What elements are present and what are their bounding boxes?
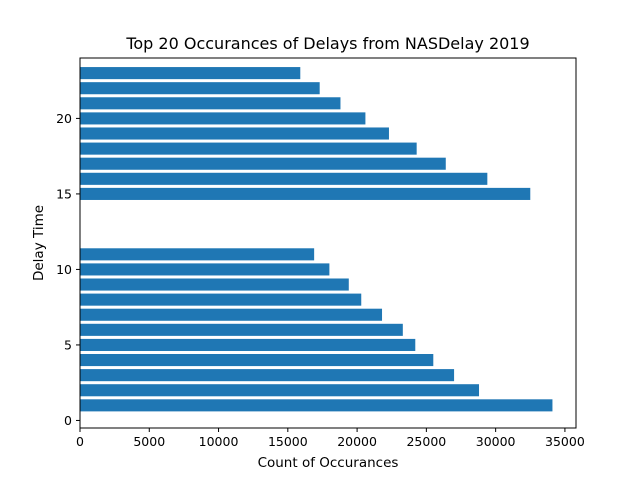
chart-title: Top 20 Occurances of Delays from NASDela… [125, 34, 529, 53]
y-tick-label: 15 [56, 186, 72, 201]
x-tick-label: 10000 [199, 434, 239, 449]
bar-7 [80, 308, 383, 321]
y-axis-ticks: 0 5 10 15 20 [56, 111, 80, 428]
y-tick-label: 0 [64, 413, 72, 428]
bar-1 [80, 399, 553, 412]
bar-5 [80, 338, 416, 351]
bar-2 [80, 384, 480, 397]
bar-21 [80, 97, 341, 110]
bar-4 [80, 354, 434, 367]
bar-17 [80, 157, 446, 170]
x-tick-label: 35000 [545, 434, 585, 449]
x-axis-ticks: 0 5000 10000 15000 20000 25000 30000 35000 [76, 428, 585, 449]
y-tick-label: 5 [64, 337, 72, 352]
x-tick-label: 15000 [268, 434, 308, 449]
x-tick-label: 30000 [476, 434, 516, 449]
plot-frame [79, 57, 577, 429]
x-tick-label: 5000 [133, 434, 165, 449]
x-tick-label: 20000 [337, 434, 377, 449]
bar-10 [80, 263, 330, 276]
x-axis-label: Count of Occurances [258, 455, 399, 471]
x-tick-label: 25000 [406, 434, 446, 449]
y-axis-label: Delay Time [31, 205, 47, 281]
bar-23 [80, 67, 301, 80]
x-tick-label: 0 [76, 434, 84, 449]
bar-8 [80, 293, 362, 306]
bar-16 [80, 172, 488, 185]
bar-22 [80, 82, 320, 95]
bar-18 [80, 142, 417, 155]
bar-6 [80, 323, 403, 336]
bar-15 [80, 187, 531, 200]
bar-3 [80, 369, 455, 382]
bars [80, 67, 553, 412]
y-tick-label: 10 [56, 262, 72, 277]
y-tick-label: 20 [56, 111, 72, 126]
bar-9 [80, 278, 349, 291]
bar-19 [80, 127, 389, 140]
bar-11 [80, 248, 315, 261]
bar-20 [80, 112, 366, 125]
